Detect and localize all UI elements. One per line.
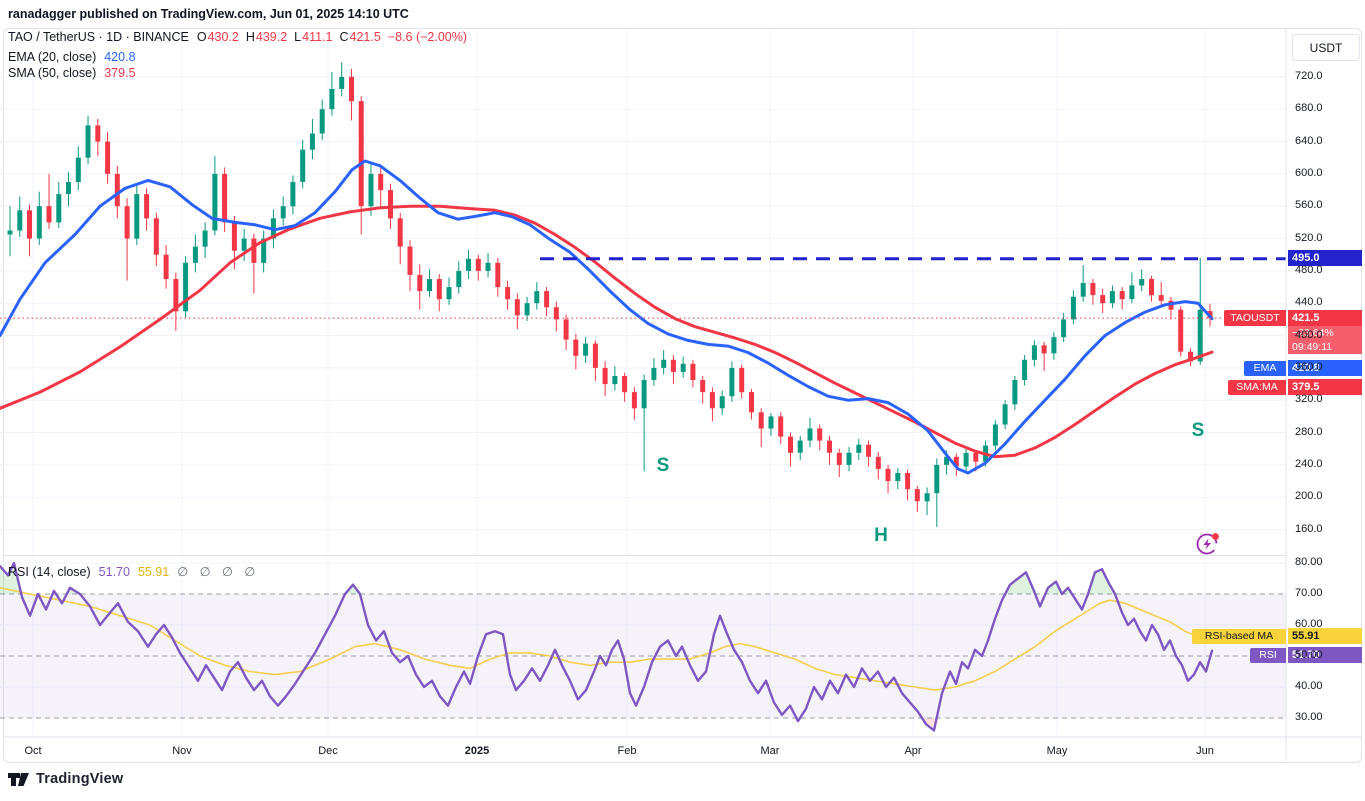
time-tick-label: May [1046, 745, 1068, 757]
rsi-ma-value-badge: 55.91 [1288, 628, 1362, 644]
price-tick-label: 560.0 [1295, 199, 1323, 212]
sma-price-value: 379.5 [1288, 379, 1362, 395]
price-tick-label: 360.0 [1295, 360, 1323, 373]
pattern-annotation[interactable]: S [1191, 419, 1205, 441]
rsi-legend-row[interactable]: RSI (14, close) 51.70 55.91 ∅ ∅ ∅ ∅ [8, 564, 260, 580]
time-tick-label: Dec [318, 745, 338, 757]
tradingview-logo[interactable]: TradingView [8, 770, 123, 788]
price-tick-label: 480.0 [1295, 263, 1323, 276]
price-tick-label: 160.0 [1295, 522, 1323, 535]
price-tick-label: 720.0 [1295, 69, 1323, 82]
ohlc-values: O 430.2 H 439.2 L 411.1 C 421.5 −8.6 (−2.00%… [197, 30, 467, 44]
high-key: H [245, 30, 255, 44]
open-key: O [196, 30, 207, 44]
rsi-tick-label: 70.00 [1295, 586, 1323, 599]
publish-attribution-text: ranadagger published on TradingView.com,… [8, 7, 409, 21]
ma-overlays [0, 159, 1214, 475]
price-tick-label: 280.0 [1295, 425, 1323, 438]
rsi-value-badge: 51.70 [1288, 647, 1362, 663]
sma-label: SMA (50, close) [8, 66, 97, 80]
symbol-price-value: 421.5 [1288, 310, 1362, 326]
ema-label: EMA (20, close) [8, 50, 97, 64]
symbol-title: TAO / TetherUS · 1D · BINANCE [8, 30, 189, 44]
price-tick-label: 640.0 [1295, 134, 1323, 147]
ema-price-tag: EMA [1244, 361, 1286, 376]
sma-price-tag: SMA:MA [1228, 380, 1286, 395]
change-value: −8.6 (−2.00%) [387, 30, 468, 44]
price-tick-label: 200.0 [1295, 490, 1323, 503]
price-tick-label: 400.0 [1295, 328, 1323, 341]
chart-card-frame [3, 28, 1362, 763]
currency-scale-button[interactable]: USDT [1292, 34, 1360, 61]
rsi-series-rsi [0, 561, 1214, 732]
rsi-pane [0, 561, 1286, 732]
symbol-price-tag: TAOUSDT [1224, 310, 1286, 326]
time-tick-label: Nov [172, 745, 192, 757]
time-tick-label: Oct [24, 745, 42, 757]
price-tick-label: 680.0 [1295, 102, 1323, 115]
rsi-empty-slots[interactable]: ∅ ∅ ∅ ∅ [177, 565, 260, 579]
price-tick-label: 440.0 [1295, 296, 1323, 309]
time-tick-label: Feb [617, 745, 637, 757]
tradingview-logo-text: TradingView [36, 771, 124, 787]
symbol-legend-row[interactable]: TAO / TetherUS · 1D · BINANCE O 430.2 H 43… [8, 30, 467, 44]
ema-price-value: 420.8 [1288, 360, 1362, 376]
price-tick-label: 240.0 [1295, 457, 1323, 470]
overlay-sma-50-close- [0, 204, 1214, 459]
close-value: 421.5 [349, 30, 381, 44]
frame-lines [3, 28, 1361, 761]
bar-countdown: 09:49:11 [1288, 340, 1362, 354]
price-tick-label: 600.0 [1295, 166, 1323, 179]
rsi-tag: RSI [1250, 648, 1286, 663]
rsi-ma-value: 55.91 [137, 564, 170, 579]
symbol-change-percent: −23.64% [1288, 326, 1362, 340]
pattern-annotation[interactable]: H [874, 525, 888, 547]
time-tick-label: Mar [760, 745, 780, 757]
ema-value: 420.8 [104, 50, 136, 64]
rsi-ma-tag: RSI-based MA [1192, 629, 1286, 644]
high-value: 439.2 [255, 30, 288, 44]
time-tick-label: Jun [1196, 745, 1214, 757]
sma-legend-row[interactable]: SMA (50, close) 379.5 [8, 66, 136, 80]
open-value: 430.2 [207, 30, 239, 44]
price-levels [0, 257, 1286, 319]
rsi-series-rsi-based-ma [0, 587, 1213, 691]
flash-icon[interactable] [1195, 531, 1221, 557]
rsi-tick-label: 40.00 [1295, 679, 1323, 692]
sma-value: 379.5 [104, 66, 136, 80]
grid-lines [0, 30, 1286, 735]
rsi-value: 51.70 [98, 564, 130, 579]
time-tick-label: 2025 [464, 745, 490, 757]
resistance-level-badge[interactable]: 495.0 [1288, 250, 1362, 266]
price-tick-label: 320.0 [1295, 393, 1323, 406]
rsi-tick-label: 60.00 [1295, 617, 1323, 630]
currency-scale-label: USDT [1309, 40, 1343, 55]
low-value: 411.1 [302, 30, 333, 44]
rsi-tick-label: 30.00 [1295, 710, 1323, 723]
rsi-label: RSI (14, close) [8, 564, 91, 579]
pattern-annotation[interactable]: S [656, 454, 670, 476]
candlesticks [7, 62, 1213, 528]
rsi-tick-label: 50.00 [1295, 648, 1323, 661]
close-key: C [339, 30, 349, 44]
tradingview-logo-icon [8, 773, 29, 786]
ema-legend-row[interactable]: EMA (20, close) 420.8 [8, 50, 136, 64]
price-tick-label: 520.0 [1295, 231, 1323, 244]
overlay-ema-20-close- [0, 159, 1214, 475]
rsi-tick-label: 80.00 [1295, 555, 1323, 568]
low-key: L [294, 30, 302, 44]
time-tick-label: Apr [904, 745, 922, 757]
publish-attribution-bar: ranadagger published on TradingView.com,… [0, 0, 1365, 28]
